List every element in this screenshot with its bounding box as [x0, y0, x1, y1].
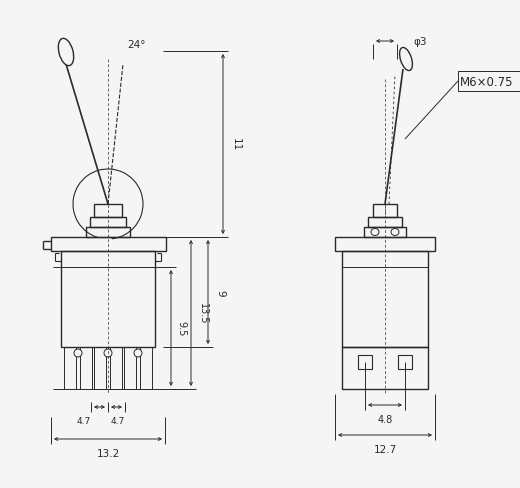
- Text: 4.7: 4.7: [111, 416, 125, 425]
- Bar: [342, 347, 428, 389]
- Text: 4.8: 4.8: [378, 414, 393, 424]
- Bar: [368, 218, 402, 227]
- Ellipse shape: [58, 39, 74, 66]
- Bar: [64, 347, 76, 389]
- Text: φ3: φ3: [413, 37, 426, 47]
- Text: 11: 11: [231, 138, 241, 151]
- Bar: [124, 347, 136, 389]
- Ellipse shape: [399, 48, 412, 71]
- Ellipse shape: [391, 229, 399, 236]
- Circle shape: [134, 349, 142, 357]
- Bar: [94, 347, 106, 389]
- Bar: [398, 355, 412, 369]
- Circle shape: [74, 349, 82, 357]
- Text: 24°: 24°: [127, 40, 145, 50]
- Bar: [86, 227, 130, 238]
- Text: 9.5: 9.5: [176, 321, 186, 336]
- Text: 9: 9: [215, 289, 225, 296]
- Bar: [51, 238, 166, 251]
- Text: 12.7: 12.7: [373, 444, 397, 454]
- Bar: [90, 218, 126, 227]
- Bar: [358, 355, 372, 369]
- Text: M6×0.75: M6×0.75: [460, 75, 514, 88]
- Bar: [364, 227, 406, 238]
- Bar: [110, 347, 122, 389]
- Bar: [373, 204, 397, 218]
- Text: 13.2: 13.2: [96, 448, 120, 458]
- Bar: [61, 251, 155, 347]
- Ellipse shape: [371, 229, 379, 236]
- Bar: [335, 238, 435, 251]
- Circle shape: [104, 349, 112, 357]
- Bar: [140, 347, 152, 389]
- Bar: [458, 72, 520, 92]
- Bar: [80, 347, 92, 389]
- Bar: [94, 204, 122, 218]
- Text: 13.5: 13.5: [198, 303, 208, 324]
- Text: 4.7: 4.7: [77, 416, 91, 425]
- Bar: [342, 251, 428, 347]
